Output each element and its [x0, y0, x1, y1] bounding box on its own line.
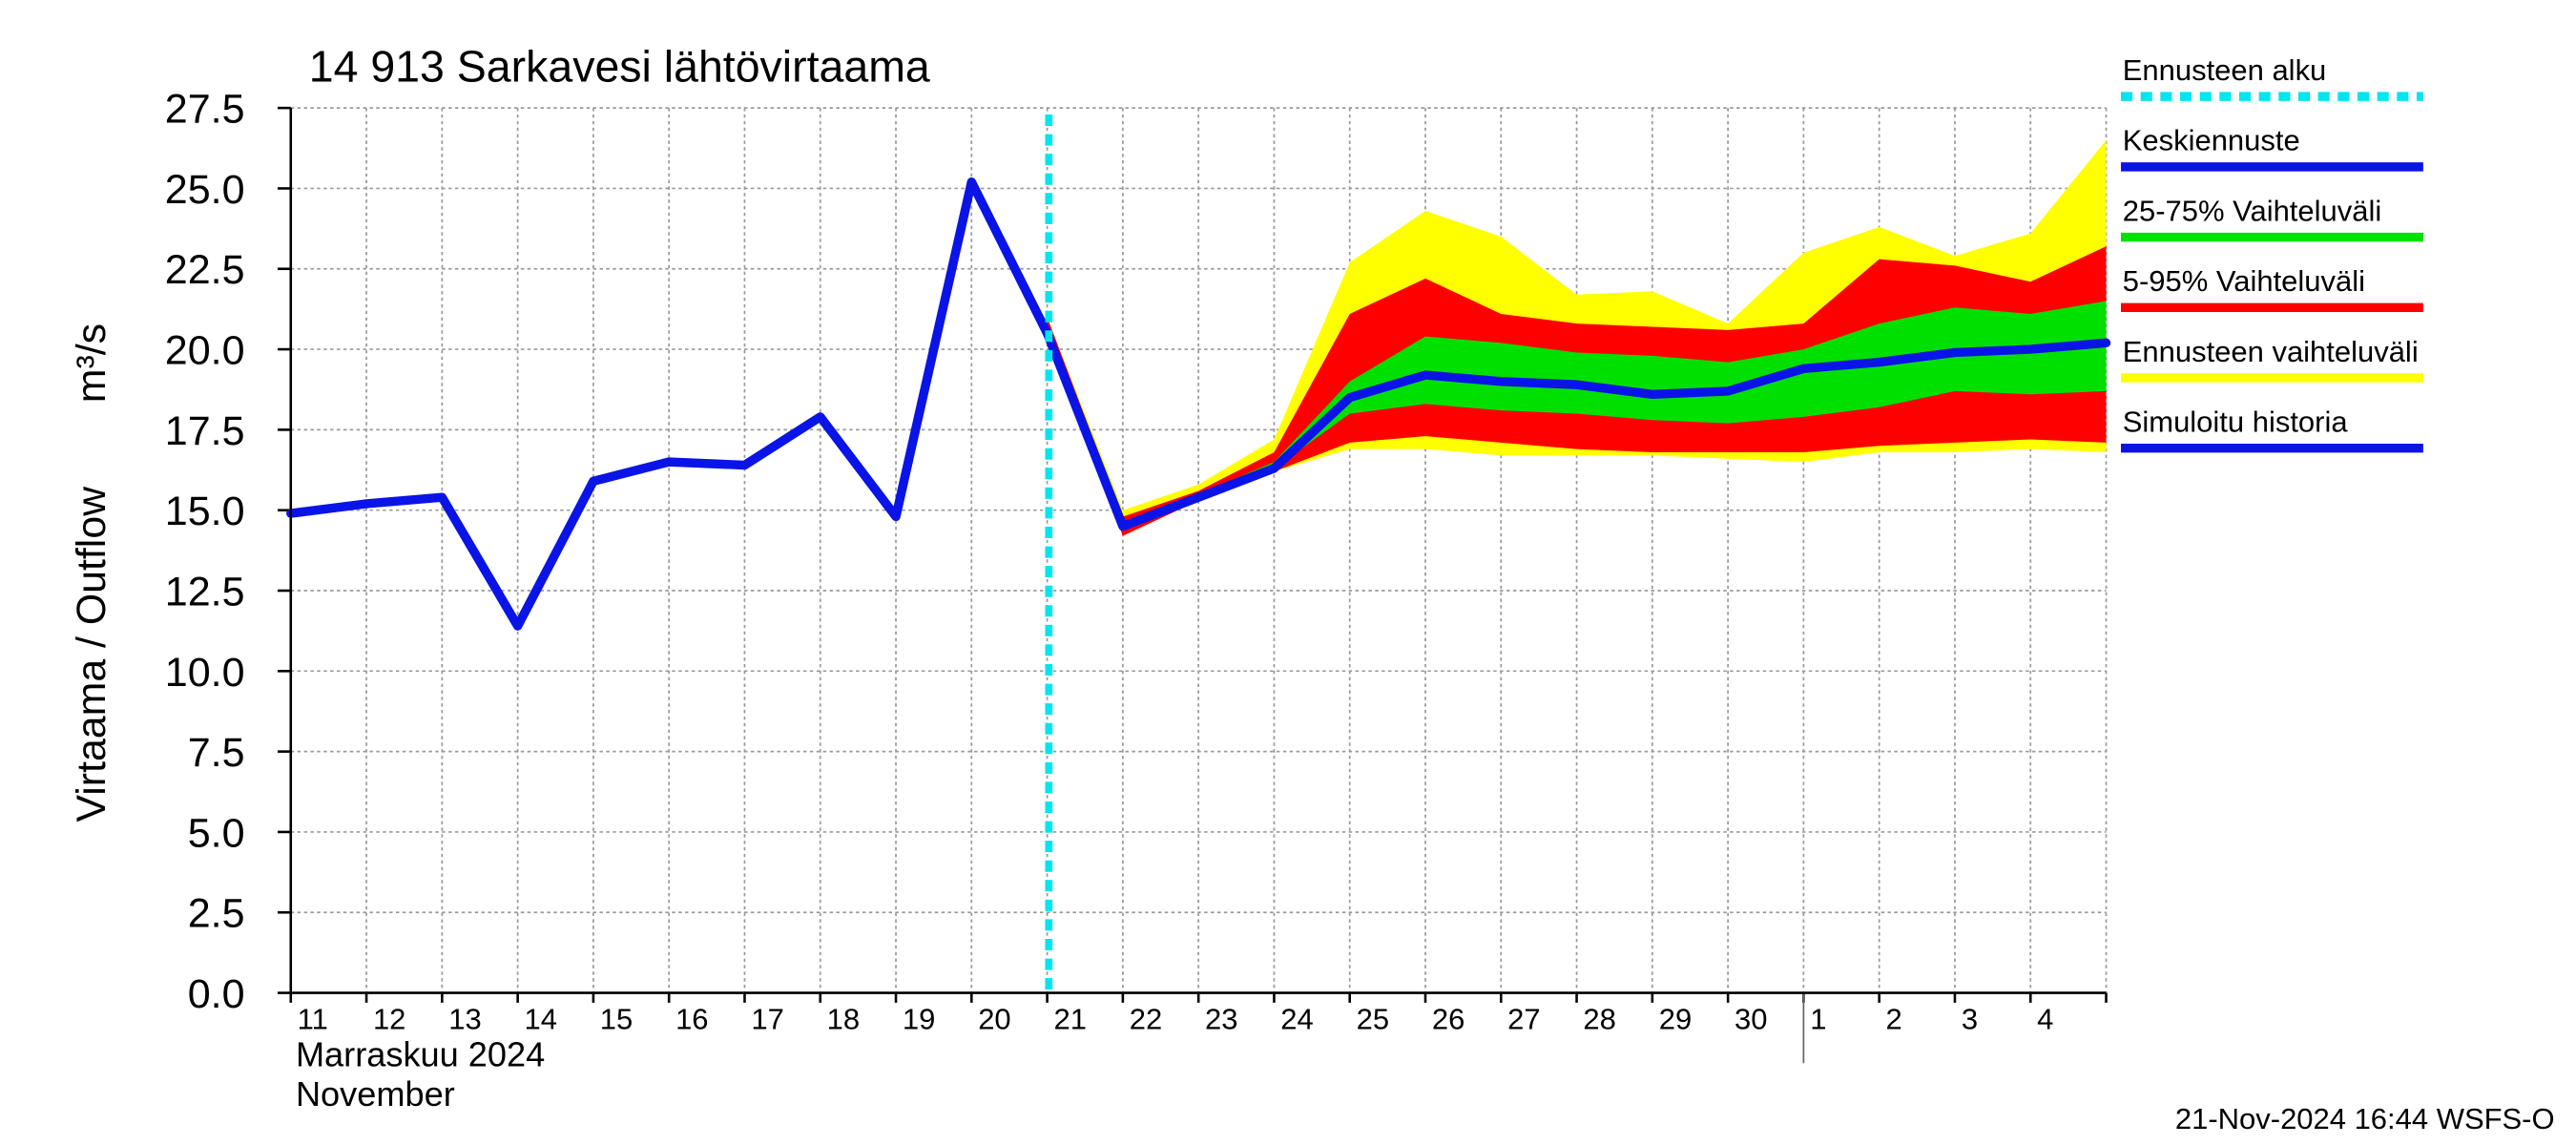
footer: 21-Nov-2024 16:44 WSFS-O [2175, 1102, 2555, 1135]
x-tick-label: 26 [1432, 1002, 1465, 1035]
x-tick-label: 23 [1205, 1002, 1237, 1035]
y-tick-label: 10.0 [165, 650, 245, 696]
legend-label: Ennusteen alku [2123, 53, 2327, 87]
band [1047, 301, 2107, 530]
x-tick-label: 18 [827, 1002, 860, 1035]
legend-label: Ennusteen vaihteluväli [2123, 335, 2419, 368]
x-axis-title: Marraskuu 2024 [296, 1035, 545, 1074]
x-tick-label: 28 [1583, 1002, 1615, 1035]
x-tick-label: 20 [978, 1002, 1010, 1035]
x-tick-label: 1 [1810, 1002, 1826, 1035]
x-tick-label: 16 [675, 1002, 708, 1035]
x-axis-title: November [296, 1074, 455, 1114]
y-tick-label: 22.5 [165, 247, 245, 293]
x-tick-label: 22 [1130, 1002, 1162, 1035]
x-tick-label: 14 [525, 1002, 557, 1035]
legend-label: Simuloitu historia [2123, 406, 2349, 439]
x-tick-label: 13 [448, 1002, 481, 1035]
x-tick-label: 11 [298, 1002, 328, 1035]
line [1042, 328, 2111, 531]
y-tick-label: 2.5 [188, 891, 245, 937]
x-tick-label: 29 [1659, 1002, 1692, 1035]
y-tick-label: 5.0 [188, 810, 245, 856]
y-tick-label: 25.0 [165, 167, 245, 213]
x-tick-label: 27 [1507, 1002, 1540, 1035]
y-axis-unit: m³/s [69, 323, 114, 403]
line [286, 177, 1052, 631]
y-tick-label: 27.5 [165, 87, 245, 133]
x-tick-label: 30 [1735, 1002, 1767, 1035]
y-tick-label: 15.0 [165, 489, 245, 534]
legend-label: 25-75% Vaihteluväli [2123, 194, 2381, 227]
x-tick-label: 21 [1053, 1002, 1086, 1035]
y-tick-label: 7.5 [188, 730, 245, 776]
y-axis-title: Virtaama / Outflow [69, 486, 114, 822]
x-tick-label: 24 [1280, 1002, 1313, 1035]
x-tick-label: 25 [1357, 1002, 1389, 1035]
x-tick-label: 2 [1886, 1002, 1902, 1035]
legend-label: 5-95% Vaihteluväli [2123, 264, 2365, 298]
y-tick-label: 17.5 [165, 408, 245, 454]
x-tick-label: 12 [373, 1002, 405, 1035]
x-tick-label: 3 [1962, 1002, 1978, 1035]
x-tick-label: 15 [600, 1002, 633, 1035]
y-tick-label: 20.0 [165, 328, 245, 374]
x-tick-label: 4 [2037, 1002, 2053, 1035]
y-tick-label: 0.0 [188, 971, 245, 1017]
y-tick-label: 12.5 [165, 570, 245, 615]
x-tick-label: 17 [751, 1002, 783, 1035]
x-tick-label: 19 [903, 1002, 935, 1035]
legend-label: Keskiennuste [2123, 124, 2300, 157]
chart-title: 14 913 Sarkavesi lähtövirtaama [309, 42, 930, 92]
